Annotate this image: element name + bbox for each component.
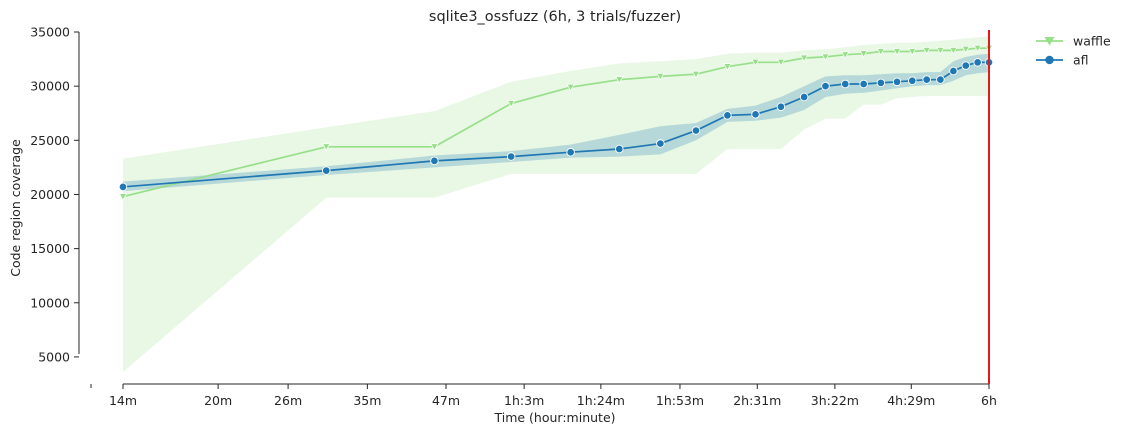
waffle-point [859,50,868,58]
y-tick-label: 15000 [30,241,70,256]
afl-point [799,92,809,102]
afl-point [118,182,128,192]
afl-point [922,75,931,84]
x-axis-title: Time (hour:minute) [493,410,615,425]
afl-point [723,111,732,120]
afl-point [892,77,902,87]
afl-point [776,102,786,111]
waffle-point [908,48,917,56]
afl-point [691,126,701,135]
afl-point [859,79,868,89]
y-tick-label: 20000 [30,187,70,202]
waffle-legend-marker [1044,37,1055,46]
x-tick-label: 47m [432,393,460,408]
waffle-point [821,53,830,62]
afl-confidence-band [123,53,989,192]
waffle-point [876,48,885,56]
y-axis: 5000 10000 15000 20000 25000 30000 35000 [30,25,80,364]
waffle-point [322,143,331,152]
y-tick-label: 5000 [38,349,70,364]
afl-point [949,66,958,76]
afl-point [973,58,982,67]
series-markers [118,44,994,201]
afl-point [908,76,917,85]
afl-point [936,75,945,84]
waffle-point [566,83,575,92]
waffle-point [949,47,958,55]
waffle-point [892,48,902,56]
waffle-point [800,54,809,63]
chart-title: sqlite3_ossfuzz (6h, 3 trials/fuzzer) [429,9,681,25]
x-tick-label: 20m [204,393,232,408]
waffle-point [507,100,516,108]
y-tick-label: 30000 [30,79,70,94]
x-tick-label: 6h [981,393,997,408]
y-axis-title: Code region coverage [8,139,23,277]
afl-point [751,110,760,119]
waffle-point [118,193,128,201]
waffle-confidence-band [123,36,989,373]
waffle-point [922,47,931,55]
x-tick-label: 14m [109,393,137,408]
x-tick-label: 1h:53m [656,393,704,408]
waffle-legend-label: waffle [1073,34,1111,49]
waffle-point [430,143,439,152]
waffle-point [776,58,786,67]
x-axis: 14m 20m 26m 35m 47m 1h:3m 1h:24m 1h:53m 2h:31m 3h… [90,383,997,408]
x-tick-label: 1h:3m [504,393,544,408]
waffle-point [961,45,970,54]
afl-point [322,166,331,175]
waffle-point [691,70,701,79]
x-tick-label: 1h:24m [577,393,625,408]
afl-legend-label: afl [1073,53,1089,68]
x-tick-label: 26m [274,393,302,408]
waffle-point [936,47,945,55]
afl-point [821,81,830,91]
afl-point [506,152,516,161]
x-tick-label: 3h:22m [811,393,859,408]
afl-point [840,79,850,89]
y-tick-label: 25000 [30,133,70,148]
afl-legend-marker [1045,55,1054,65]
afl-point [876,78,886,88]
waffle-point [751,58,760,67]
x-tick-label: 2h:31m [733,393,781,408]
afl-point [961,61,971,70]
legend: waffle afl [1036,34,1111,68]
waffle-point [841,51,850,59]
x-tick-label: 35m [353,393,381,408]
afl-point [566,147,575,157]
confidence-bands [123,36,989,373]
afl-point [430,156,439,166]
y-tick-label: 35000 [30,25,70,40]
afl-point [615,144,624,154]
waffle-point [615,76,624,84]
waffle-point [723,63,732,71]
waffle-point [973,44,982,53]
waffle-point [656,73,665,81]
y-tick-label: 10000 [30,295,70,310]
x-tick-label: 4h:29m [887,393,935,408]
afl-point [656,139,665,148]
